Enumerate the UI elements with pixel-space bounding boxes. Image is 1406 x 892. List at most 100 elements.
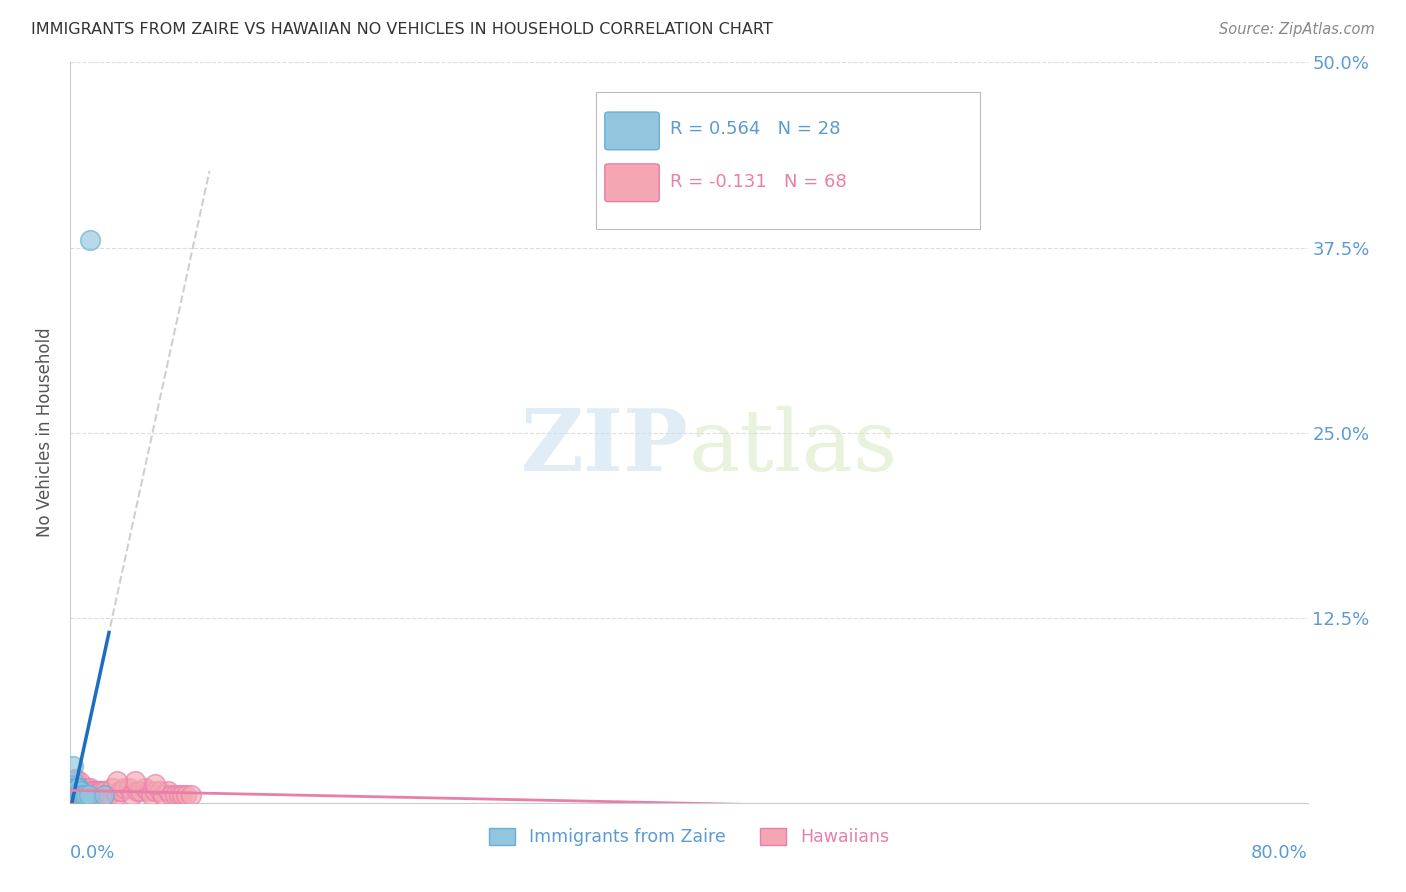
Point (152, 789, 174, 803)
Point (62, 780, 84, 795)
Point (72, 789, 94, 803)
Point (82, 784, 105, 798)
Point (63, 780, 86, 795)
Point (67, 784, 90, 798)
Point (70, 789, 93, 803)
FancyBboxPatch shape (605, 112, 659, 150)
Point (62, 775, 84, 789)
Point (69, 784, 91, 798)
Point (136, 784, 159, 798)
FancyBboxPatch shape (596, 92, 980, 229)
Point (60, 789, 83, 803)
Point (67, 780, 90, 795)
Point (65, 780, 87, 795)
Point (67, 780, 90, 795)
FancyBboxPatch shape (605, 164, 659, 202)
Point (145, 784, 166, 798)
Point (63, 780, 86, 795)
Point (75, 789, 97, 803)
Text: IMMIGRANTS FROM ZAIRE VS HAWAIIAN NO VEHICLES IN HOUSEHOLD CORRELATION CHART: IMMIGRANTS FROM ZAIRE VS HAWAIIAN NO VEH… (31, 22, 773, 37)
Point (98, 789, 120, 803)
Point (129, 784, 152, 798)
Point (72, 780, 94, 795)
Point (77, 789, 100, 803)
Point (65, 772, 87, 786)
Point (165, 789, 187, 803)
Point (89, 784, 111, 798)
Text: atlas: atlas (689, 406, 898, 489)
Text: 0.0%: 0.0% (70, 844, 115, 862)
Legend: Immigrants from Zaire, Hawaiians: Immigrants from Zaire, Hawaiians (482, 821, 896, 854)
Point (118, 780, 141, 795)
Point (63, 772, 86, 786)
Point (70, 780, 93, 795)
Point (79, 780, 101, 795)
Point (80, 784, 103, 798)
Point (156, 784, 179, 798)
Point (79, 233, 101, 247)
Point (105, 773, 128, 788)
Point (170, 789, 193, 803)
Point (63, 780, 86, 795)
Point (167, 789, 190, 803)
Point (63, 780, 86, 795)
Point (79, 789, 101, 803)
Point (70, 789, 93, 803)
Point (174, 789, 197, 803)
Point (63, 780, 86, 795)
Point (67, 784, 90, 798)
Point (134, 780, 156, 795)
Point (62, 773, 84, 788)
Point (65, 789, 87, 803)
Point (105, 789, 128, 803)
Text: R = 0.564   N = 28: R = 0.564 N = 28 (671, 120, 841, 138)
Point (76, 780, 98, 795)
Point (94, 789, 117, 803)
Point (149, 784, 172, 798)
Point (145, 776, 166, 790)
Point (160, 789, 183, 803)
Point (69, 789, 91, 803)
Point (67, 780, 90, 795)
Point (73, 784, 96, 798)
Point (108, 784, 131, 798)
Point (65, 780, 87, 795)
Point (67, 780, 90, 795)
Text: ZIP: ZIP (522, 406, 689, 490)
Point (77, 789, 100, 803)
Point (101, 780, 124, 795)
Point (75, 784, 97, 798)
Point (65, 780, 87, 795)
Point (180, 789, 202, 803)
Point (63, 780, 86, 795)
Y-axis label: No Vehicles in Household: No Vehicles in Household (35, 327, 53, 538)
Point (73, 789, 96, 803)
Point (93, 784, 115, 798)
Point (63, 789, 86, 803)
Point (62, 758, 84, 772)
Point (62, 789, 84, 803)
Point (93, 789, 115, 803)
Point (67, 780, 90, 795)
Point (67, 789, 90, 803)
Point (121, 789, 143, 803)
Point (77, 784, 100, 798)
Point (62, 789, 84, 803)
Point (60, 780, 83, 795)
Point (67, 780, 90, 795)
Point (114, 780, 135, 795)
Point (84, 784, 107, 798)
Point (125, 784, 148, 798)
Point (65, 780, 87, 795)
Point (66, 780, 89, 795)
Point (69, 784, 91, 798)
Point (87, 784, 110, 798)
Point (69, 775, 91, 789)
Point (69, 784, 91, 798)
Point (65, 780, 87, 795)
Text: R = -0.131   N = 68: R = -0.131 N = 68 (671, 173, 848, 192)
Point (86, 789, 108, 803)
Point (62, 784, 84, 798)
Point (90, 784, 112, 798)
Point (124, 773, 146, 788)
